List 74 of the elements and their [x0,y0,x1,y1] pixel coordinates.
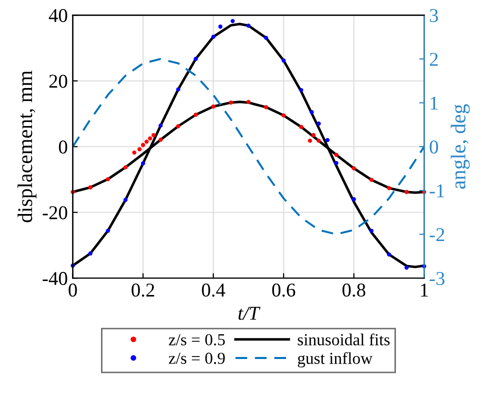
point [176,87,180,92]
point [316,138,321,143]
point [308,138,312,143]
point [310,110,314,114]
point [123,165,128,170]
legend-label: sinusoidal fits [298,333,390,346]
line-series [72,58,424,236]
y2-tick-label: -2 [430,228,444,242]
point [123,198,128,202]
point [325,138,330,142]
point [369,228,374,233]
point [246,24,251,28]
point [132,150,136,155]
legend-label: z/s = 0.5 [168,334,225,346]
y2-tick-label: -3 [430,272,444,286]
point [264,105,268,110]
legend-label: gust inflow [298,352,373,368]
point [264,36,268,40]
point [158,138,163,142]
x-tick-label: 0.2 [132,284,154,297]
y2-tick-label: 0 [430,140,438,154]
point [106,177,110,182]
y-tick-label: 40 [48,8,68,22]
x-tick-label: 0.8 [342,284,366,297]
x-tick-label: 1 [421,284,428,296]
point [176,124,180,128]
point [106,228,110,233]
y2-tick-label: 1 [430,96,438,110]
x-tick-label: 0.4 [202,284,226,297]
point [144,140,149,144]
y2-axis-title: angle, deg [450,104,470,189]
point [152,133,156,138]
y-axis-title: displacement, mm [18,70,36,222]
point [282,113,286,118]
point [404,266,409,270]
y-tick-label: 20 [49,74,68,88]
point [404,190,409,194]
y-tick-label: -20 [42,206,68,220]
point [218,24,222,29]
point [316,122,321,126]
point [88,251,92,256]
x-axis-title: t/T [238,306,260,320]
point [386,252,392,257]
point [369,178,374,182]
point [140,161,146,166]
y-tick-label: -40 [42,272,68,286]
point [230,18,235,24]
point [352,197,356,202]
point [352,166,356,170]
point [148,136,152,140]
y-tick-label: 0 [58,140,68,154]
point [88,185,92,190]
point [386,186,392,190]
x-tick-label: 0 [68,284,77,297]
point [246,100,251,104]
point [194,56,198,61]
point [211,104,216,109]
y2-tick-label: 2 [430,52,438,66]
point [140,142,146,148]
legend-label: z/s = 0.9 [168,352,225,364]
point [311,133,316,138]
point [299,124,304,129]
point [137,147,142,152]
point [334,152,338,157]
point [228,100,233,105]
y2-tick-label: -1 [430,184,444,198]
point [282,58,286,63]
point [194,112,198,117]
y2-tick-label: 3 [430,9,438,22]
x-tick-label: 0.6 [272,284,296,297]
point [211,34,216,39]
point [299,88,304,92]
point [334,160,338,166]
point [158,124,163,128]
